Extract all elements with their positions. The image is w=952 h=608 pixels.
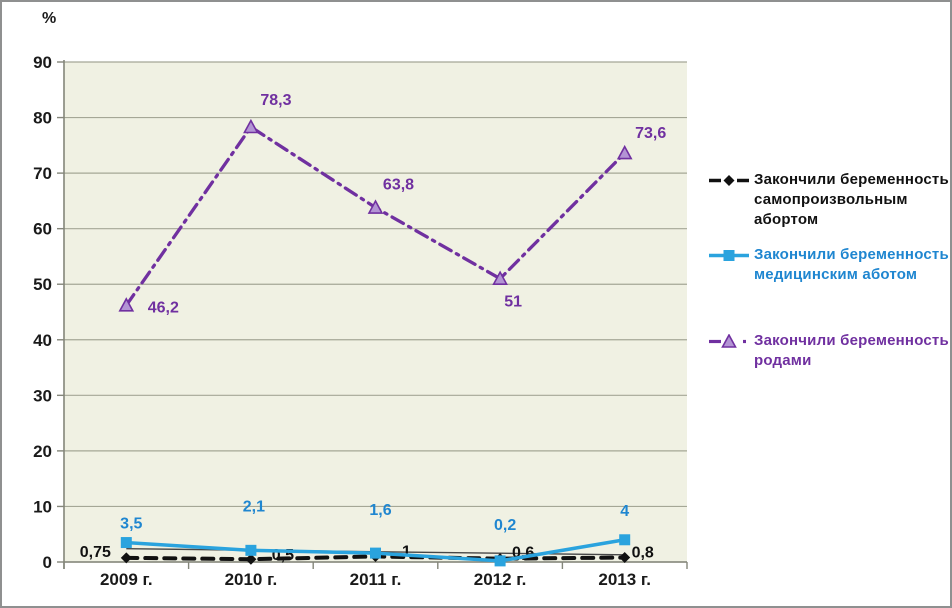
y-tick-label: 30 (33, 386, 52, 405)
data-label: 1,6 (369, 502, 391, 519)
y-tick-label: 70 (33, 164, 52, 183)
legend-item-spontaneous-abortion: Закончили беременность самопроизвольным … (708, 170, 950, 230)
x-axis: 2009 г. 2010 г. 2011 г. 2012 г. 2013 г. (63, 561, 688, 589)
x-tick-label: 2010 г. (225, 570, 278, 589)
legend-label-medical-abortion: Закончили беременность медицинским абото… (754, 246, 949, 283)
legend-marker-shape (721, 334, 737, 348)
data-label: 4 (620, 503, 629, 520)
square-marker-icon (723, 250, 735, 261)
triangle-marker-icon (492, 270, 508, 285)
x-tick-label: 2009 г. (100, 570, 153, 589)
diamond-marker-icon (723, 175, 735, 186)
legend-item-medical-abortion: Закончили беременность медицинским абото… (708, 245, 950, 285)
data-label: 78,3 (260, 92, 291, 109)
y-tick-label: 80 (33, 109, 52, 128)
data-label: 3,5 (120, 516, 142, 533)
triangle-marker-icon (243, 118, 259, 134)
y-tick-label: 60 (33, 220, 52, 239)
y-tick-label: 90 (33, 53, 52, 72)
y-tick-label: 50 (33, 275, 52, 294)
y-tick-label: 20 (33, 442, 52, 461)
triangle-marker-icon (721, 334, 737, 348)
x-tick-label: 2013 г. (598, 570, 651, 589)
diamond-marker-icon (120, 552, 132, 564)
data-label: 0,75 (80, 544, 111, 561)
y-axis-unit-label: % (42, 10, 57, 27)
triangle-marker-icon (367, 199, 384, 214)
x-tick-label: 2011 г. (350, 570, 402, 589)
data-label: 63,8 (383, 177, 414, 194)
data-label: 0,2 (494, 517, 516, 534)
legend-label-births: Закончили беременность родами (754, 332, 949, 369)
data-label: 46,2 (148, 299, 179, 316)
triangle-marker-icon (616, 144, 633, 160)
legend-dashed-diamond-line-icon (709, 175, 749, 186)
data-label: 51 (504, 294, 522, 311)
square-marker-icon (619, 534, 631, 546)
legend-item-births: Закончили беременность родами (708, 331, 950, 371)
y-tick-label: 10 (33, 497, 52, 516)
y-tick-label: 0 (43, 553, 52, 572)
diamond-marker-icon (245, 553, 257, 565)
data-label: 73,6 (635, 125, 666, 142)
legend-label-spontaneous-abortion: Закончили беременность самопроизвольным … (754, 171, 949, 228)
legend-marker-shape (723, 175, 735, 186)
series-births: 46,2 78,3 63,8 51 73,6 (118, 92, 666, 316)
chart-legend: Закончили беременность самопроизвольным … (708, 170, 950, 371)
data-label: 1 (402, 543, 411, 560)
square-marker-icon (120, 537, 132, 549)
y-axis: 0 10 20 30 40 50 60 70 80 90 (33, 53, 65, 572)
series-medical-abortion: 3,5 2,1 1,6 0,2 4 (120, 498, 631, 567)
diamond-marker-icon (619, 552, 631, 564)
triangle-marker-icon (118, 297, 135, 312)
data-label: 0,8 (632, 545, 654, 562)
y-tick-label: 40 (33, 331, 52, 350)
square-marker-icon (494, 555, 506, 567)
plot-area (64, 62, 687, 562)
data-label: 2,1 (243, 498, 265, 515)
square-marker-icon (370, 547, 381, 559)
legend-dashdot-triangle-line-icon (709, 334, 746, 348)
square-marker-icon (245, 544, 257, 556)
x-tick-label: 2012 г. (474, 570, 527, 589)
legend-marker-shape (723, 250, 735, 261)
legend-solid-square-line-icon (709, 250, 749, 261)
